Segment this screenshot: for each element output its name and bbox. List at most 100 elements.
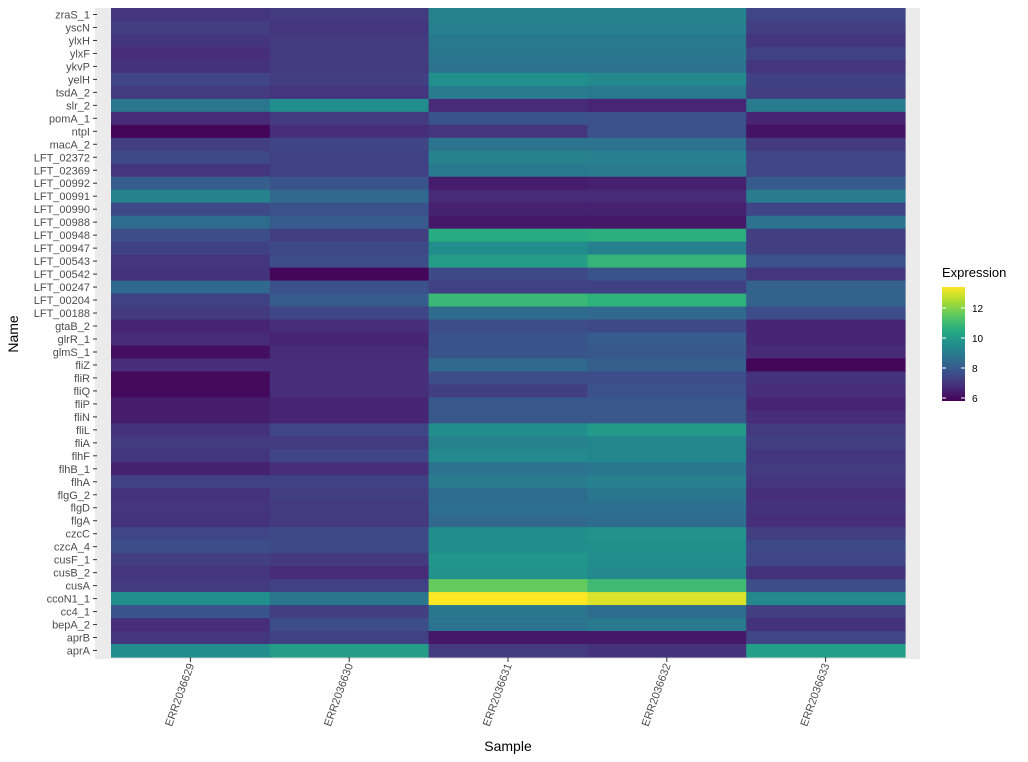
heatmap-cell [269,8,430,22]
heatmap-cell [587,605,747,619]
heatmap-cell [269,228,430,243]
heatmap-cell [428,319,588,334]
y-tick-label: aprA [67,646,91,658]
heatmap-cell [587,449,747,463]
heatmap-cell [428,371,588,386]
heatmap-cell [111,475,271,489]
y-tick-label: LFT_00543 [34,256,90,268]
heatmap-cell [269,306,430,321]
heatmap-cell [746,280,906,295]
legend-tick-label: 8 [972,364,978,375]
heatmap-cell [746,384,906,398]
y-tick-label: LFT_00992 [34,178,90,190]
heatmap-cell [428,514,588,528]
heatmap-cell [746,306,906,321]
heatmap-cell [746,98,906,113]
heatmap-cell [587,540,747,554]
y-tick-label: LFT_00947 [34,243,90,255]
y-tick-label: LFT_00542 [34,269,90,281]
heatmap-cell [269,189,430,204]
x-tick-label: ERR2036632 [640,662,674,728]
y-tick-label: LFT_02372 [34,152,90,164]
heatmap-cell [111,189,271,204]
heatmap-cell [428,566,588,580]
heatmap-cell [746,20,906,35]
y-tick-label: LFT_00948 [34,230,90,242]
heatmap-cell [746,358,906,373]
heatmap-cell [269,644,430,658]
heatmap-cell [587,553,747,567]
heatmap-cell [428,150,588,165]
heatmap-cell [111,540,271,554]
heatmap-cell [746,202,906,217]
heatmap-cell [746,215,906,230]
y-tick-label: fliR [74,373,90,385]
y-tick-label: cusF_1 [54,555,90,567]
y-tick-label: zraS_1 [55,9,90,21]
heatmap-cell [746,111,906,126]
heatmap-cell [269,449,430,463]
x-tick-label: ERR2036629 [163,662,197,728]
heatmap-cells [111,8,906,658]
heatmap-cell [746,345,906,360]
heatmap-cell [587,20,747,35]
heatmap-cell [746,527,906,541]
heatmap-cell [111,397,271,411]
heatmap-cell [111,241,271,256]
heatmap-cell [269,150,430,165]
heatmap-cell [269,410,430,424]
x-tick-label: ERR2036633 [799,662,833,728]
heatmap-cell [746,189,906,204]
heatmap-cell [111,605,271,619]
heatmap-cell [111,124,271,139]
heatmap-cell [428,267,588,282]
heatmap-cell [746,46,906,61]
y-tick-label: cc4_1 [61,607,90,619]
heatmap-cell [111,46,271,61]
heatmap-cell [269,423,430,437]
heatmap-cell [111,319,271,334]
y-tick-label: tsdA_2 [56,87,90,99]
y-tick-label: fliN [74,412,90,424]
heatmap-cell [269,319,430,334]
heatmap-cell [269,59,430,74]
heatmap-cell [269,202,430,217]
heatmap-cell [428,332,588,347]
heatmap-cell [269,462,430,476]
heatmap-cell [746,462,906,476]
heatmap-cell [111,566,271,580]
heatmap-cell [746,436,906,450]
heatmap-cell [269,540,430,554]
heatmap-cell [746,592,906,606]
y-tick-label: fliQ [74,386,91,398]
heatmap-cell [746,488,906,502]
heatmap-cell [111,423,271,437]
heatmap-cell [111,553,271,567]
heatmap-cell [428,501,588,515]
heatmap-cell [746,397,906,411]
heatmap-cell [428,137,588,152]
heatmap-cell [111,592,271,606]
heatmap-cell [111,332,271,347]
heatmap-cell [428,228,588,243]
heatmap-cell [587,46,747,61]
heatmap-cell [587,462,747,476]
heatmap-cell [269,436,430,450]
legend-tick-label: 10 [972,334,984,345]
heatmap-cell [587,319,747,334]
heatmap-cell [111,306,271,321]
heatmap-cell [111,358,271,373]
y-tick-label: flgA [71,516,91,528]
heatmap-cell [111,488,271,502]
heatmap-cell [111,85,271,100]
heatmap-cell [746,332,906,347]
heatmap-cell [428,345,588,360]
heatmap-cell [587,579,747,593]
y-tick-label: macA_2 [50,139,90,151]
heatmap-cell [587,436,747,450]
y-tick-label: LFT_00988 [34,217,90,229]
heatmap-cell [587,150,747,165]
heatmap-cell [111,501,271,515]
heatmap-cell [428,293,588,308]
heatmap-cell [111,449,271,463]
